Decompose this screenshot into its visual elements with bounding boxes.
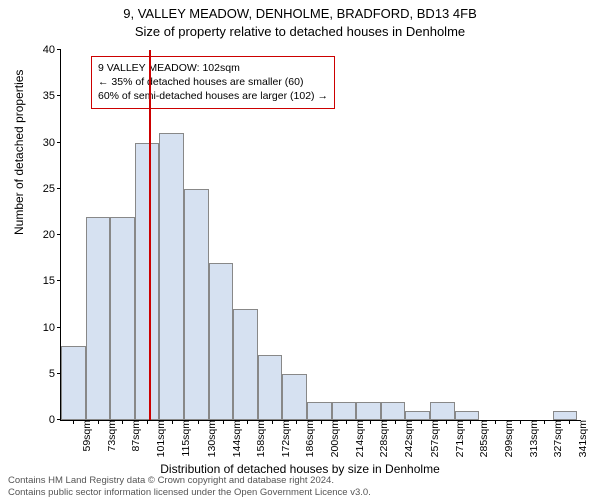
x-tick-label: 130sqm — [202, 420, 218, 457]
x-tick-mark — [73, 420, 74, 424]
y-tick-mark — [57, 49, 61, 50]
x-tick-label: 59sqm — [77, 420, 93, 452]
y-tick-label: 35 — [43, 90, 61, 102]
x-tick-label: 172sqm — [276, 420, 292, 457]
x-tick-label: 144sqm — [227, 420, 243, 457]
histogram-bar — [159, 133, 184, 420]
subtitle: Size of property relative to detached ho… — [0, 24, 600, 39]
x-tick-label: 285sqm — [474, 420, 490, 457]
y-tick-label: 15 — [43, 275, 61, 287]
x-tick-mark — [321, 420, 322, 424]
x-tick-mark — [172, 420, 173, 424]
x-tick-mark — [198, 420, 199, 424]
y-tick-mark — [57, 188, 61, 189]
histogram-bar — [184, 189, 209, 420]
y-tick-mark — [57, 95, 61, 96]
x-tick-mark — [223, 420, 224, 424]
x-tick-label: 257sqm — [425, 420, 441, 457]
y-tick-mark — [57, 327, 61, 328]
histogram-bar — [553, 411, 578, 420]
y-tick-mark — [57, 280, 61, 281]
y-axis-label: Number of detached properties — [12, 70, 26, 235]
info-line-2: ← 35% of detached houses are smaller (60… — [98, 75, 328, 89]
x-tick-label: 186sqm — [300, 420, 316, 457]
histogram-bar — [110, 217, 135, 421]
histogram-bar — [332, 402, 357, 421]
y-tick-label: 0 — [49, 414, 61, 426]
y-tick-label: 25 — [43, 183, 61, 195]
y-tick-label: 10 — [43, 322, 61, 334]
y-tick-mark — [57, 234, 61, 235]
x-tick-mark — [122, 420, 123, 424]
x-axis-label: Distribution of detached houses by size … — [0, 462, 600, 476]
x-tick-mark — [470, 420, 471, 424]
footer-attribution: Contains HM Land Registry data © Crown c… — [8, 475, 371, 498]
x-tick-label: 228sqm — [374, 420, 390, 457]
histogram-bar — [258, 355, 283, 420]
histogram-bar — [356, 402, 381, 421]
footer-line-1: Contains HM Land Registry data © Crown c… — [8, 475, 371, 486]
info-line-1: 9 VALLEY MEADOW: 102sqm — [98, 61, 328, 75]
x-tick-label: 200sqm — [325, 420, 341, 457]
x-tick-mark — [520, 420, 521, 424]
address-title: 9, VALLEY MEADOW, DENHOLME, BRADFORD, BD… — [0, 6, 600, 21]
histogram-bar — [61, 346, 86, 420]
x-tick-mark — [370, 420, 371, 424]
x-tick-label: 101sqm — [151, 420, 167, 457]
chart-container: 9, VALLEY MEADOW, DENHOLME, BRADFORD, BD… — [0, 0, 600, 500]
marker-info-box: 9 VALLEY MEADOW: 102sqm ← 35% of detache… — [91, 56, 335, 109]
x-tick-label: 271sqm — [450, 420, 466, 457]
x-tick-label: 299sqm — [499, 420, 515, 457]
x-tick-mark — [544, 420, 545, 424]
histogram-bar — [307, 402, 332, 421]
y-tick-label: 30 — [43, 137, 61, 149]
histogram-bar — [455, 411, 480, 420]
x-tick-mark — [569, 420, 570, 424]
x-tick-mark — [395, 420, 396, 424]
histogram-bar — [430, 402, 455, 421]
x-tick-mark — [495, 420, 496, 424]
x-tick-mark — [421, 420, 422, 424]
x-tick-mark — [98, 420, 99, 424]
x-tick-label: 327sqm — [548, 420, 564, 457]
x-tick-label: 242sqm — [399, 420, 415, 457]
x-tick-label: 214sqm — [350, 420, 366, 457]
marker-line — [149, 50, 151, 420]
x-tick-label: 158sqm — [251, 420, 267, 457]
histogram-bar — [282, 374, 307, 420]
x-tick-label: 313sqm — [524, 420, 540, 457]
info-line-3: 60% of semi-detached houses are larger (… — [98, 89, 328, 103]
y-tick-mark — [57, 142, 61, 143]
histogram-bar — [381, 402, 406, 421]
x-tick-label: 73sqm — [102, 420, 118, 452]
x-tick-mark — [296, 420, 297, 424]
y-tick-label: 5 — [49, 368, 61, 380]
x-tick-label: 341sqm — [573, 420, 589, 457]
y-tick-label: 40 — [43, 44, 61, 56]
y-tick-label: 20 — [43, 229, 61, 241]
x-tick-mark — [247, 420, 248, 424]
x-tick-mark — [272, 420, 273, 424]
footer-line-2: Contains public sector information licen… — [8, 487, 371, 498]
histogram-plot: 9 VALLEY MEADOW: 102sqm ← 35% of detache… — [60, 50, 581, 421]
x-tick-label: 115sqm — [176, 420, 192, 457]
x-tick-label: 87sqm — [126, 420, 142, 452]
histogram-bar — [405, 411, 430, 420]
x-tick-mark — [346, 420, 347, 424]
x-tick-mark — [446, 420, 447, 424]
histogram-bar — [209, 263, 234, 420]
histogram-bar — [233, 309, 258, 420]
histogram-bar — [135, 143, 160, 421]
histogram-bar — [86, 217, 111, 421]
x-tick-mark — [147, 420, 148, 424]
